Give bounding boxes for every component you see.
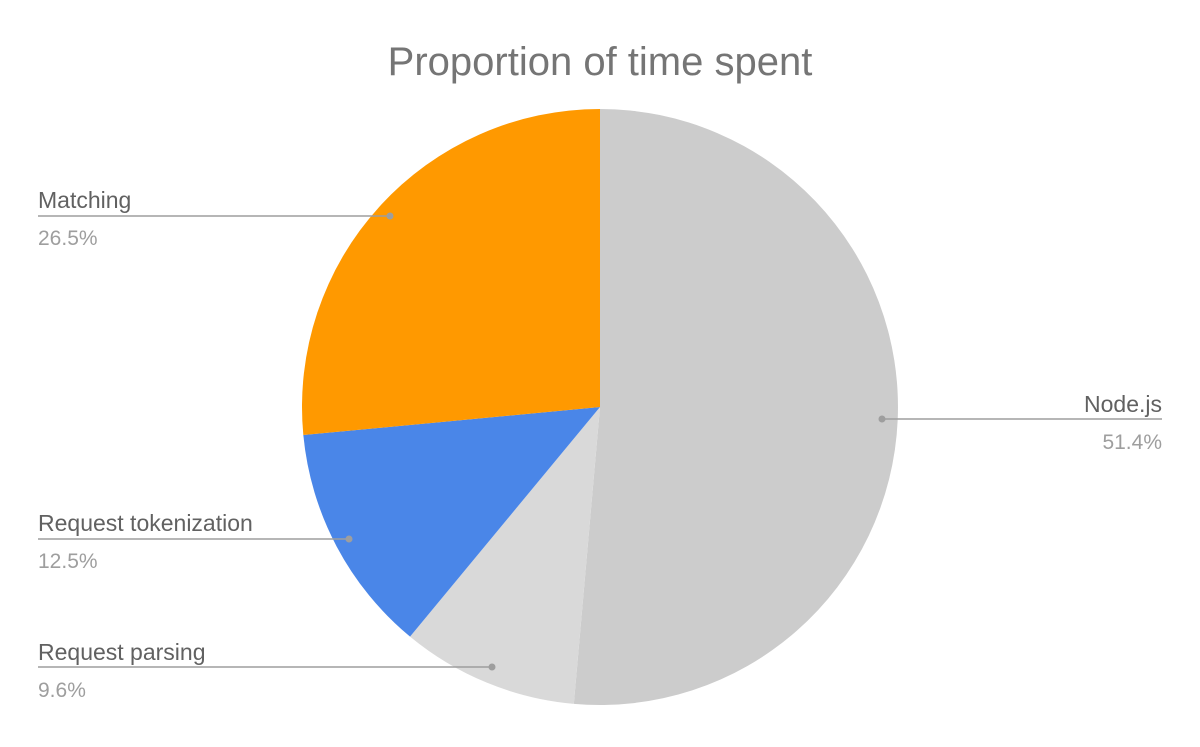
slice-label-request-parsing: Request parsing — [38, 639, 206, 665]
slice-leader-lines — [38, 212, 1162, 671]
leader-dot-request-tokenization — [345, 535, 353, 543]
slice-label-node-js: Node.js — [1084, 391, 1162, 417]
slice-value-node-js: 51.4% — [1102, 431, 1162, 454]
slice-value-request-tokenization: 12.5% — [38, 550, 98, 573]
slice-label-request-tokenization: Request tokenization — [38, 510, 253, 536]
leader-dot-matching — [386, 212, 394, 220]
chart-title: Proportion of time spent — [388, 40, 813, 84]
leader-dot-request-parsing — [488, 663, 496, 671]
pie-slice-request-tokenization — [303, 407, 600, 637]
leader-dot-node-js — [878, 415, 886, 423]
pie-slice-request-parsing — [410, 407, 600, 704]
slice-label-matching: Matching — [38, 187, 131, 213]
slice-value-matching: 26.5% — [38, 227, 98, 250]
slice-value-request-parsing: 9.6% — [38, 679, 86, 702]
pie-slice-node-js — [573, 109, 898, 705]
slice-labels: Node.js 51.4% Request parsing 9.6% Request t… — [38, 187, 1162, 702]
pie-slice-matching — [301, 109, 600, 436]
pie-slices — [301, 109, 898, 705]
